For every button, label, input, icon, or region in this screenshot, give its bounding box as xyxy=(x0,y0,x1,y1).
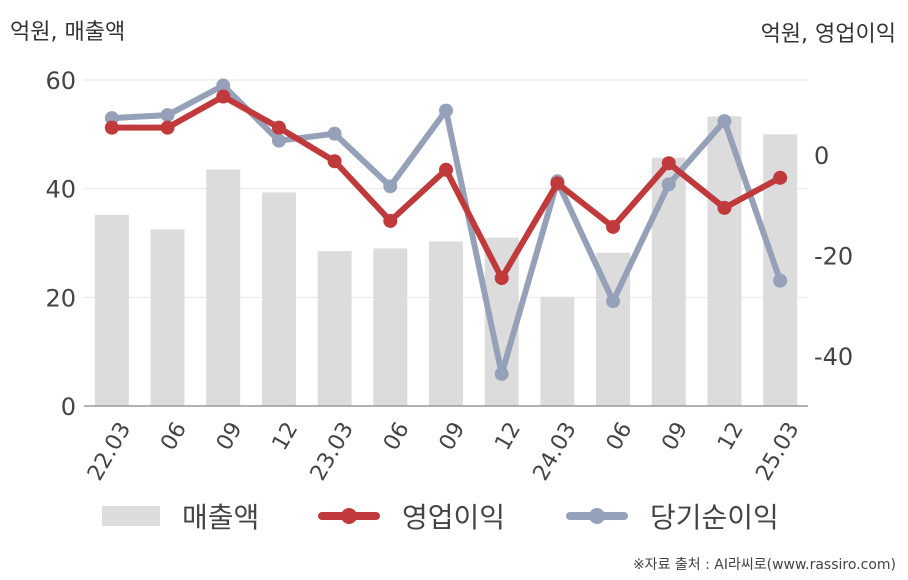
left-axis-tick-label: 0 xyxy=(61,393,76,421)
legend-swatch-net xyxy=(566,508,628,524)
legend-swatch-sales xyxy=(102,506,160,526)
bar-sales xyxy=(94,214,129,406)
data-point-net xyxy=(160,108,175,123)
x-axis-tick-label: 23.03 xyxy=(306,418,359,485)
data-point-net xyxy=(439,103,453,118)
data-point-op xyxy=(773,170,788,185)
x-axis-tick-label: 22.03 xyxy=(83,418,136,485)
data-point-op xyxy=(104,120,119,135)
data-point-op xyxy=(160,120,175,135)
bar-sales xyxy=(373,248,408,406)
legend-label-net: 당기순이익 xyxy=(650,501,779,534)
x-axis-tick-label: 25.03 xyxy=(751,418,804,485)
bar-sales xyxy=(317,251,352,406)
x-axis-tick-label: 06 xyxy=(379,418,415,455)
legend-item-op: 영업이익 xyxy=(318,496,505,536)
x-axis-tick-label: 09 xyxy=(435,418,471,455)
bar-sales xyxy=(429,241,463,406)
data-point-net xyxy=(773,273,788,288)
data-point-net xyxy=(327,126,342,141)
data-point-net xyxy=(271,133,286,148)
data-point-op xyxy=(550,176,565,191)
right-axis-tick-label: 0 xyxy=(814,142,829,170)
bar-sales xyxy=(707,116,742,407)
legend-marker-op xyxy=(341,508,357,524)
legend-item-sales: 매출액 xyxy=(102,496,259,536)
data-point-op xyxy=(661,156,676,171)
data-point-op xyxy=(271,120,286,135)
data-point-op xyxy=(439,162,453,177)
data-point-op xyxy=(216,89,231,104)
chart-legend: 매출액 영업이익 당기순이익 xyxy=(0,492,908,536)
data-point-op xyxy=(327,154,342,169)
legend-swatch-op xyxy=(318,508,380,524)
bar-sales xyxy=(261,192,296,406)
data-point-net xyxy=(717,114,732,129)
left-axis-tick-label: 40 xyxy=(45,176,76,204)
x-axis-tick-label: 12 xyxy=(490,418,526,455)
data-point-op xyxy=(494,271,509,286)
right-axis-tick-label: -20 xyxy=(814,243,853,271)
legend-label-sales: 매출액 xyxy=(182,501,260,534)
bar-sales xyxy=(150,229,185,406)
legend-label-op: 영업이익 xyxy=(402,501,506,534)
x-axis-tick-label: 24.03 xyxy=(529,418,582,485)
legend-marker-net xyxy=(589,508,605,524)
left-axis-tick-label: 60 xyxy=(45,67,76,95)
bar-sales xyxy=(206,169,241,406)
x-axis-tick-label: 09 xyxy=(212,418,248,455)
x-axis-tick-label: 06 xyxy=(602,418,638,455)
left-axis-unit-label: 억원, 매출액 xyxy=(10,20,126,45)
data-point-net xyxy=(216,78,231,93)
bar-sales xyxy=(651,157,686,406)
data-point-op xyxy=(383,213,398,228)
x-axis-tick-label: 09 xyxy=(657,418,693,455)
bar-sales xyxy=(540,296,575,406)
data-point-net xyxy=(606,294,621,309)
data-point-net xyxy=(383,179,398,194)
x-axis-tick-label: 12 xyxy=(713,418,749,455)
data-point-net xyxy=(494,366,509,381)
source-footer: ※자료 출처 : AI라씨로(www.rassiro.com) xyxy=(632,557,896,573)
x-axis-tick-label: 06 xyxy=(156,418,192,455)
left-axis-tick-label: 20 xyxy=(45,284,76,312)
data-point-op xyxy=(717,200,732,215)
right-axis-unit-label: 억원, 영업이익 xyxy=(760,22,896,47)
data-point-net xyxy=(661,177,676,192)
data-point-op xyxy=(606,219,621,234)
right-axis-tick-label: -40 xyxy=(814,343,853,371)
x-axis-tick-label: 12 xyxy=(268,418,304,455)
legend-item-net: 당기순이익 xyxy=(566,496,779,536)
